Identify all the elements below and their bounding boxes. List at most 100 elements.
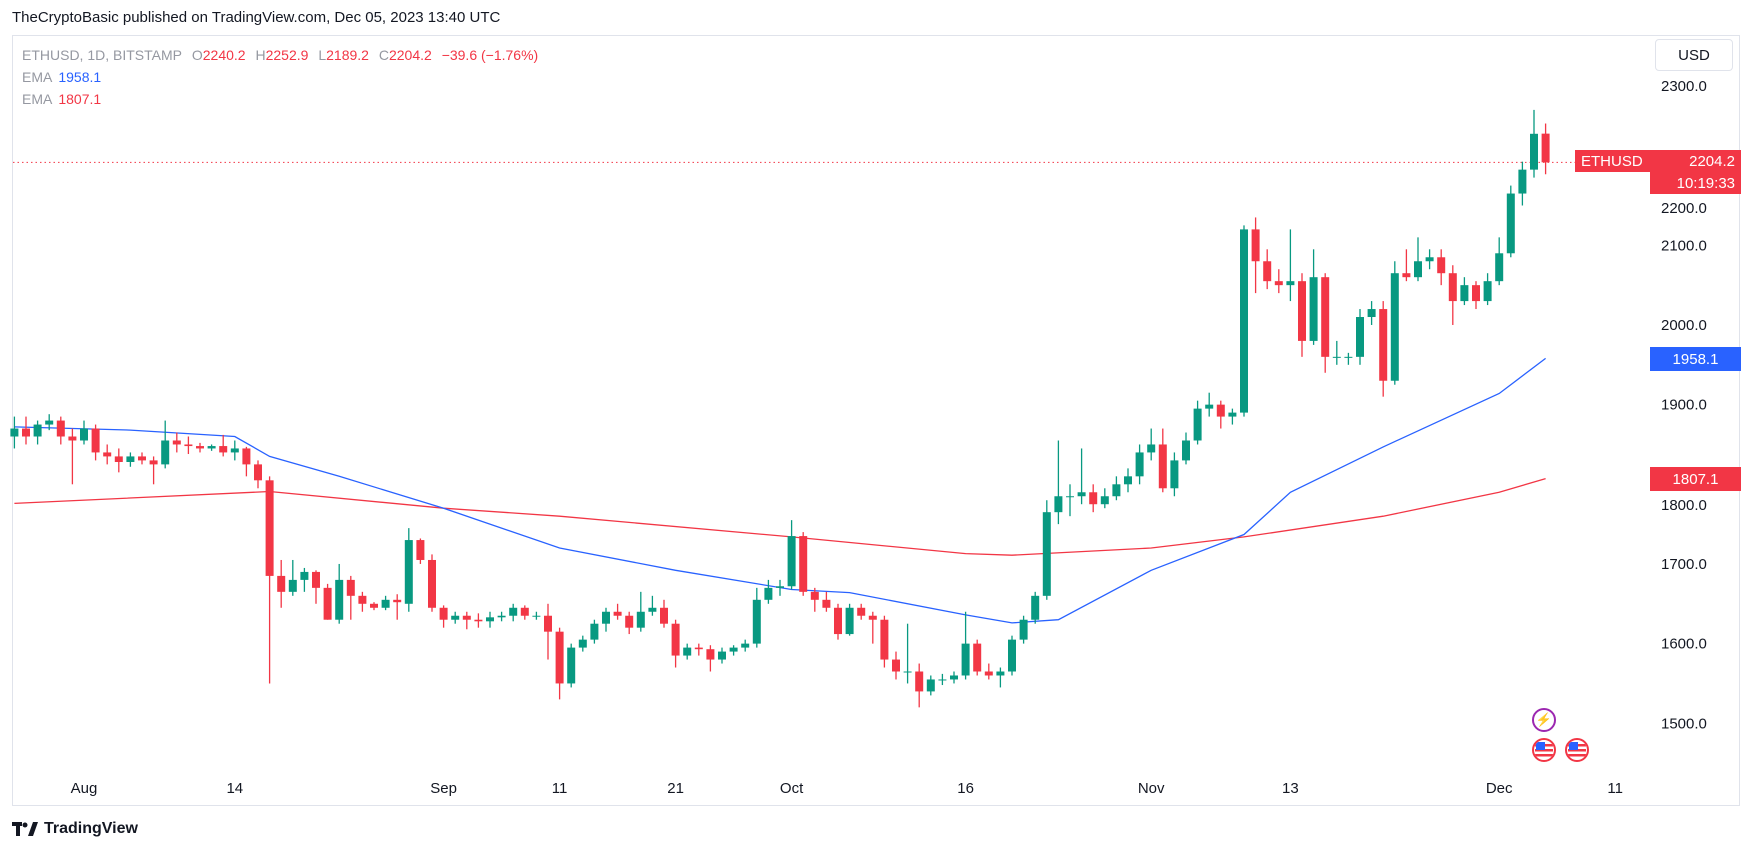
candle-body <box>787 536 796 587</box>
candle-body <box>671 623 680 656</box>
low-label: L <box>318 47 327 63</box>
candle-body <box>1228 412 1237 417</box>
badge-price: 2204.2 <box>1689 152 1735 170</box>
candle-body <box>984 671 993 676</box>
candle-body <box>822 599 831 608</box>
x-tick-label: Sep <box>430 780 457 797</box>
candle-body <box>1437 257 1446 274</box>
y-tick-label: 1800.0 <box>1661 497 1707 514</box>
candle-body <box>950 675 958 680</box>
candle-body <box>1031 595 1040 620</box>
candle-body <box>799 536 808 592</box>
y-tick-label: 1500.0 <box>1661 715 1707 732</box>
candle-body <box>509 607 518 616</box>
candle-body <box>1205 404 1214 409</box>
candle-body <box>1483 281 1492 302</box>
candle-body <box>91 428 100 453</box>
candle-body <box>1506 193 1515 254</box>
candle-body <box>381 599 390 608</box>
candle-body <box>834 607 842 635</box>
close-value: 2204.2 <box>388 47 432 63</box>
close-label: C <box>378 47 389 63</box>
ema-slow-badge-value: 1807.1 <box>1672 470 1719 488</box>
candle-body <box>323 587 332 620</box>
legend-high: H2252.9 <box>255 47 308 63</box>
candle-body <box>1042 512 1051 596</box>
candle-body <box>903 671 912 673</box>
currency-button[interactable]: USD <box>1655 39 1733 71</box>
candle-body <box>335 579 344 620</box>
candle-body <box>1054 496 1063 513</box>
legend-symbol-row: ETHUSD, 1D, BITSTAMP O2240.2 H2252.9 L21… <box>22 44 544 66</box>
candle-body <box>346 579 355 596</box>
y-tick-label: 2100.0 <box>1661 237 1707 254</box>
candle-body <box>404 540 413 604</box>
legend-symbol[interactable]: ETHUSD, 1D, BITSTAMP <box>22 47 182 63</box>
candle-body <box>764 587 773 600</box>
candle-body <box>451 615 460 620</box>
candle-body <box>915 671 924 692</box>
candle-body <box>776 586 784 588</box>
candle-body <box>1367 309 1376 318</box>
candle-body <box>532 615 541 617</box>
y-tick-label: 1700.0 <box>1661 556 1707 573</box>
y-tick-label: 2300.0 <box>1661 78 1707 95</box>
candle-body <box>416 540 425 560</box>
x-tick-label: 21 <box>667 780 684 797</box>
candle-body <box>602 611 610 624</box>
y-tick-label: 2200.0 <box>1661 200 1707 217</box>
candle-body <box>694 647 703 650</box>
candle-body <box>1356 317 1364 357</box>
legend-ema-slow[interactable]: EMA 1807.1 <box>22 88 544 110</box>
lightning-event-icon[interactable]: ⚡ <box>1532 708 1556 732</box>
candle-body <box>265 480 274 576</box>
tradingview-brand: TradingView <box>44 820 138 837</box>
y-tick-label: 1600.0 <box>1661 636 1707 653</box>
candle-body <box>56 420 65 437</box>
ema-fast-line <box>14 357 1546 624</box>
legend-change: −39.6 (−1.76%) <box>441 47 539 63</box>
candle-body <box>1286 281 1295 286</box>
candle-body <box>880 619 889 660</box>
candle-body <box>1390 273 1399 381</box>
candle-body <box>474 619 483 622</box>
candle-body <box>648 607 657 612</box>
candle-body <box>161 440 170 465</box>
legend-close: C2204.2 <box>379 47 432 63</box>
us-flag-event-icon-2[interactable] <box>1565 738 1589 762</box>
candle-body <box>462 615 471 620</box>
x-tick-label: 16 <box>957 780 974 797</box>
candle-body <box>1240 229 1248 413</box>
legend-open: O2240.2 <box>192 47 246 63</box>
last-price-badge: ETHUSD 2204.2 <box>1575 150 1741 172</box>
candle-body <box>892 659 900 672</box>
ema-slow-line <box>14 477 1546 556</box>
bar-countdown-badge: 10:19:33 <box>1650 172 1741 194</box>
candle-body <box>718 651 726 660</box>
candle-body <box>1344 356 1353 358</box>
legend-ema-fast[interactable]: EMA 1958.1 <box>22 66 544 88</box>
candle-body <box>172 440 181 445</box>
candle-body <box>520 607 529 616</box>
candle-body <box>973 643 982 672</box>
candle-body <box>1182 440 1190 461</box>
candle-body <box>138 456 146 461</box>
x-tick-label: 11 <box>1607 780 1623 797</box>
candle-body <box>1379 309 1388 381</box>
us-flag-event-icon[interactable] <box>1532 738 1556 762</box>
tradingview-logo[interactable]: TradingView <box>12 820 138 838</box>
high-label: H <box>255 47 266 63</box>
candle-body <box>1135 452 1144 477</box>
candle-body <box>996 671 1005 676</box>
candle-body <box>1251 229 1260 262</box>
candle-body <box>636 611 645 628</box>
candle-body <box>845 607 854 635</box>
candle-body <box>1147 444 1156 453</box>
candle-body <box>810 591 819 600</box>
candle-body <box>1124 476 1132 485</box>
candle-body <box>1216 404 1225 417</box>
candle-body <box>625 615 634 628</box>
candle-body <box>126 456 135 462</box>
candle-body <box>590 623 599 640</box>
